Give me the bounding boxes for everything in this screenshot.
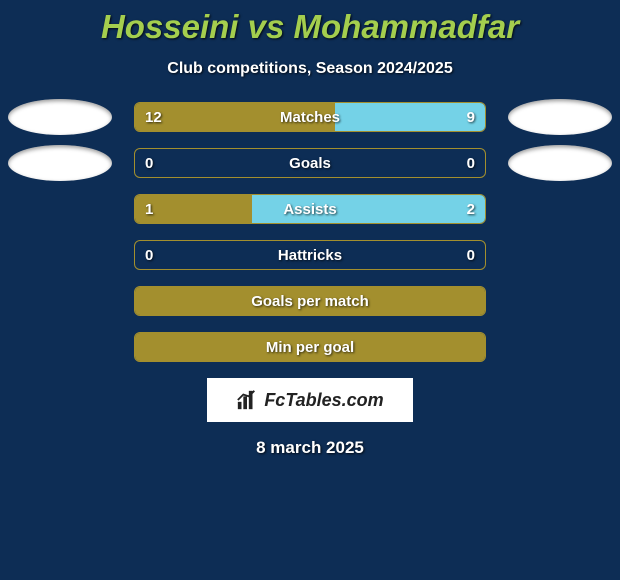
stat-bar-track: Assists12 (134, 194, 486, 224)
logo-text: FcTables.com (264, 390, 383, 411)
stat-bar-fill-left (135, 195, 252, 223)
stat-bar-fill-right (252, 195, 485, 223)
stat-row: Goals per match (0, 286, 620, 316)
stat-bar-fill-left (135, 103, 335, 131)
stat-value-left: 0 (145, 149, 153, 177)
stat-row: Min per goal (0, 332, 620, 362)
stat-bar-track: Matches129 (134, 102, 486, 132)
stat-row: Hattricks0 0 (0, 240, 620, 270)
stat-bar-track: Goals per match (134, 286, 486, 316)
stat-bar-fill-left (135, 333, 485, 361)
stat-bar-fill-right (335, 103, 485, 131)
player-avatar-left (8, 145, 112, 181)
stat-value-left: 0 (145, 241, 153, 269)
player-avatar-right (508, 145, 612, 181)
stat-bar-track: Min per goal (134, 332, 486, 362)
date-label: 8 march 2025 (0, 438, 620, 458)
stat-value-right: 0 (467, 149, 475, 177)
page-title: Hosseini vs Mohammadfar (0, 8, 620, 46)
stat-row: Goals0 0 (0, 148, 620, 178)
player-avatar-right (508, 99, 612, 135)
stat-bar-track: Hattricks0 0 (134, 240, 486, 270)
stat-label: Hattricks (135, 241, 485, 269)
stat-label: Goals (135, 149, 485, 177)
attribution-logo: FcTables.com (207, 378, 413, 422)
comparison-infographic: Hosseini vs Mohammadfar Club competition… (0, 0, 620, 458)
stat-row: Assists12 (0, 194, 620, 224)
stat-row: Matches129 (0, 102, 620, 132)
page-subtitle: Club competitions, Season 2024/2025 (0, 60, 620, 78)
player-avatar-left (8, 99, 112, 135)
stat-value-right: 0 (467, 241, 475, 269)
stat-bar-fill-left (135, 287, 485, 315)
stat-rows-container: Matches129Goals00Assists12Hattricks00Goa… (0, 102, 620, 362)
stat-bar-track: Goals0 0 (134, 148, 486, 178)
bars-icon (236, 389, 258, 411)
